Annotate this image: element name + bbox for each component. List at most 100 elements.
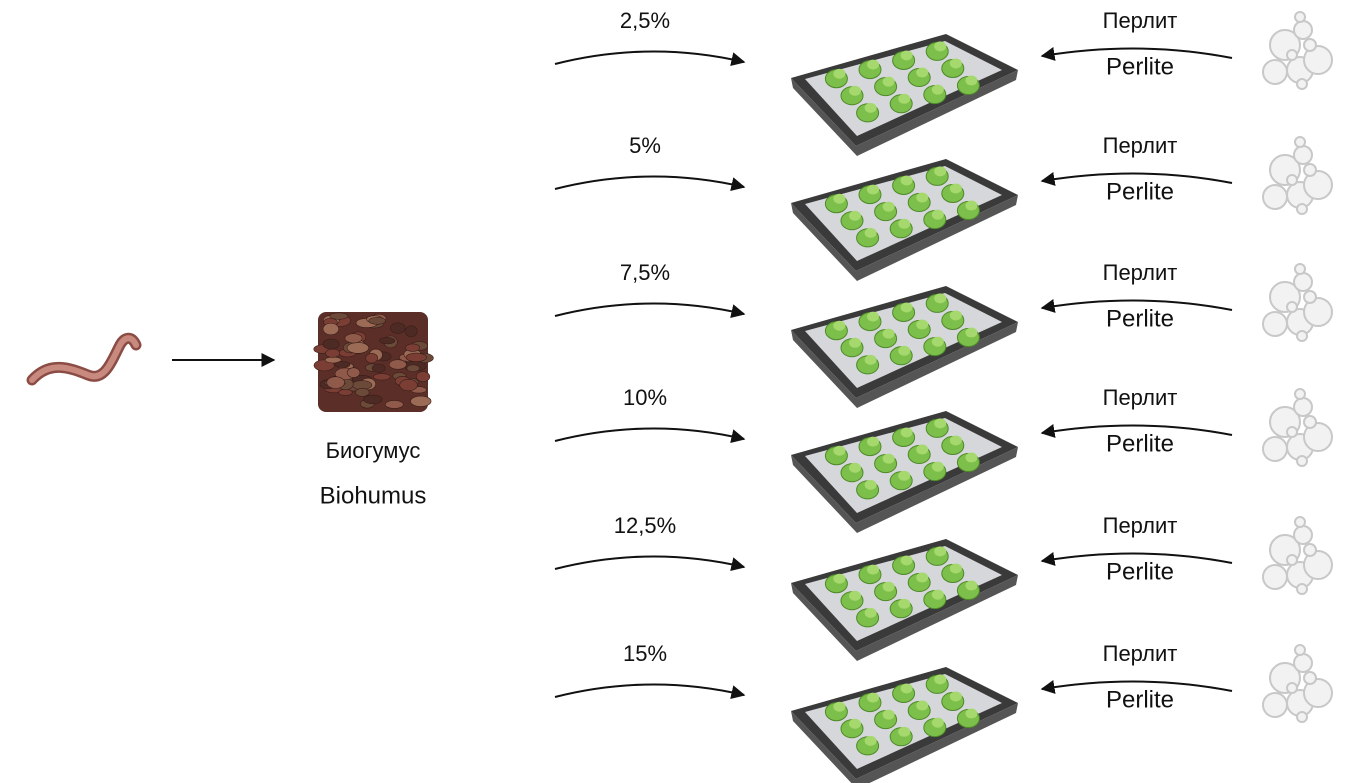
perlite-grain xyxy=(1286,301,1298,313)
perlite-grain xyxy=(1296,455,1308,467)
plant-leaf xyxy=(833,701,846,712)
perlite-grain xyxy=(1303,671,1317,685)
perlite-grain xyxy=(1286,426,1298,438)
plant-leaf xyxy=(898,345,911,356)
perlite-label-en: Perlite xyxy=(1106,558,1174,585)
plant-leaf xyxy=(867,59,879,70)
dose-label: 5% xyxy=(629,133,661,158)
plant-leaf xyxy=(867,436,879,447)
plant-leaf xyxy=(931,336,944,347)
plant-leaf xyxy=(916,192,929,203)
humus-grain xyxy=(406,364,420,373)
perlite-arrow xyxy=(1040,47,1233,61)
plant-leaf xyxy=(882,581,895,592)
plant-leaf xyxy=(833,320,846,331)
perlite-label-ru: Перлит xyxy=(1103,260,1178,285)
plant-leaf xyxy=(867,692,879,703)
perlite-label-ru: Перлит xyxy=(1103,641,1178,666)
humus-grain xyxy=(415,371,431,382)
perlite-grain xyxy=(1262,311,1288,337)
humus-grain xyxy=(346,367,361,378)
humus-grain xyxy=(399,379,418,392)
perlite-grain xyxy=(1293,20,1313,40)
perlite-grain xyxy=(1294,263,1306,275)
plant-leaf xyxy=(900,302,913,313)
perlite-grain xyxy=(1303,290,1317,304)
plant-leaf xyxy=(864,479,877,490)
plant-leaf xyxy=(965,200,978,211)
plant-leaf xyxy=(849,85,861,96)
plant-leaf xyxy=(867,564,879,575)
plant-leaf xyxy=(833,193,846,204)
plant-leaf xyxy=(934,546,947,557)
perlite-label-ru: Перлит xyxy=(1103,8,1178,33)
plant-leaf xyxy=(882,201,895,212)
plant-leaf xyxy=(949,183,962,194)
dose-label: 10% xyxy=(623,385,667,410)
humus-grain xyxy=(404,325,418,338)
plant-leaf xyxy=(864,354,877,365)
perlite-grain xyxy=(1303,550,1333,580)
plant-leaf xyxy=(931,84,944,95)
humus-grain xyxy=(334,361,351,368)
perlite-grain xyxy=(1303,543,1317,557)
plant-leaf xyxy=(867,184,879,195)
plant-leaf xyxy=(965,327,978,338)
dose-label: 12,5% xyxy=(614,513,676,538)
plant-leaf xyxy=(833,573,846,584)
perlite-grain xyxy=(1262,692,1288,718)
perlite-grain xyxy=(1303,297,1333,327)
humus-grain xyxy=(368,317,386,325)
perlite-label-ru: Перлит xyxy=(1103,513,1178,538)
humus-grain xyxy=(373,373,391,381)
perlite-grain xyxy=(1303,163,1317,177)
perlite-grain xyxy=(1286,554,1298,566)
perlite-grain xyxy=(1262,184,1288,210)
plant-leaf xyxy=(934,418,947,429)
perlite-grain xyxy=(1262,59,1288,85)
humus-grain xyxy=(405,352,427,363)
plant-leaf xyxy=(864,735,877,746)
plant-leaf xyxy=(931,461,944,472)
perlite-grain xyxy=(1303,45,1333,75)
dose-arrow xyxy=(554,50,746,66)
plant-leaf xyxy=(898,598,911,609)
plant-leaf xyxy=(900,683,913,694)
humus-grain xyxy=(363,394,383,405)
humus-grain xyxy=(329,312,349,320)
perlite-grain xyxy=(1296,583,1308,595)
perlite-grain xyxy=(1286,174,1298,186)
perlite-label-en: Perlite xyxy=(1106,686,1174,713)
perlite-grain xyxy=(1293,397,1313,417)
plant-leaf xyxy=(949,58,962,69)
plant-leaf xyxy=(916,572,929,583)
perlite-grain xyxy=(1303,170,1333,200)
dose-label: 2,5% xyxy=(620,8,670,33)
humus-grain xyxy=(344,333,363,344)
humus-grain xyxy=(322,338,340,350)
humus-grain xyxy=(322,322,340,336)
perlite-label-ru: Перлит xyxy=(1103,133,1178,158)
plant-leaf xyxy=(898,470,911,481)
plant-leaf xyxy=(882,76,895,87)
perlite-grain xyxy=(1262,436,1288,462)
perlite-grain xyxy=(1294,644,1306,656)
perlite-grain xyxy=(1303,422,1333,452)
humus-grain xyxy=(338,388,353,396)
source-label-en: Biohumus xyxy=(320,482,427,509)
perlite-label-en: Perlite xyxy=(1106,305,1174,332)
plant-leaf xyxy=(965,580,978,591)
plant-leaf xyxy=(898,726,911,737)
plant-leaf xyxy=(965,708,978,719)
biohumus-icon xyxy=(313,312,434,412)
perlite-grain xyxy=(1293,272,1313,292)
perlite-label-en: Perlite xyxy=(1106,53,1174,80)
plant-leaf xyxy=(900,50,913,61)
perlite-grain xyxy=(1296,330,1308,342)
plant-leaf xyxy=(900,427,913,438)
row: 5% Перлит Perlite xyxy=(554,133,1333,281)
perlite-grain xyxy=(1262,564,1288,590)
humus-grain xyxy=(346,342,370,354)
perlite-arrow xyxy=(1040,299,1233,313)
